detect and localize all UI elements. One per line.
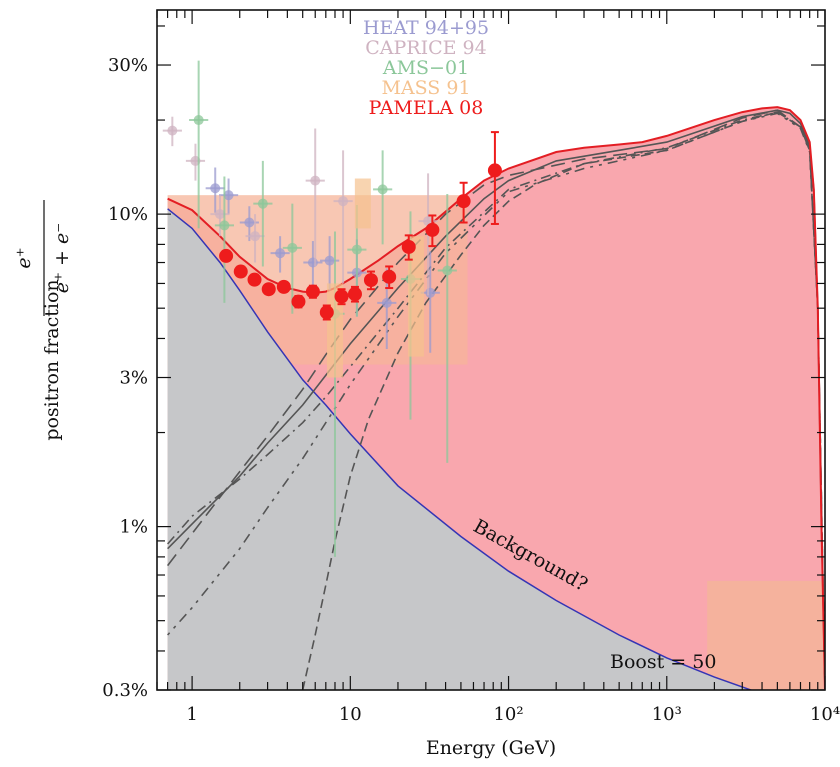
data-point bbox=[219, 248, 234, 263]
data-point bbox=[347, 287, 362, 302]
data-point bbox=[287, 242, 298, 253]
data-point bbox=[247, 272, 262, 287]
legend-entry: CAPRICE 94 bbox=[365, 37, 486, 59]
data-point bbox=[310, 175, 321, 186]
data-point bbox=[233, 264, 248, 279]
background-curve bbox=[167, 208, 754, 690]
y-axis-title-denominator: e⁺ + e⁻ bbox=[51, 223, 73, 294]
data-point bbox=[193, 115, 204, 126]
legend-entry: PAMELA 08 bbox=[369, 97, 484, 119]
data-point bbox=[244, 217, 255, 228]
y-axis-title-numerator: e⁺ bbox=[13, 247, 35, 268]
data-point bbox=[382, 269, 397, 284]
data-point bbox=[276, 279, 291, 294]
data-point bbox=[381, 297, 392, 308]
boost-annotation: Boost = 50 bbox=[610, 651, 716, 673]
data-point bbox=[377, 184, 388, 195]
data-point bbox=[351, 244, 362, 255]
x-tick-label: 10⁴ bbox=[810, 704, 840, 725]
data-point bbox=[401, 239, 416, 254]
x-axis-title: Energy (GeV) bbox=[426, 737, 556, 759]
y-axis-title: positron fraction e⁺ e⁺ + e⁻ bbox=[13, 200, 73, 441]
data-point bbox=[319, 305, 334, 320]
data-point bbox=[442, 265, 453, 276]
area-fills bbox=[167, 107, 825, 690]
y-tick-label: 0.3% bbox=[102, 680, 148, 701]
y-tick-label: 30% bbox=[108, 55, 148, 76]
data-point bbox=[324, 255, 335, 266]
plot-frame bbox=[156, 9, 826, 691]
x-tick-label: 10 bbox=[339, 704, 362, 725]
axis-ticks bbox=[156, 10, 826, 691]
data-point bbox=[257, 198, 268, 209]
y-tick-label: 10% bbox=[108, 204, 148, 225]
background-area bbox=[167, 208, 825, 690]
data-point bbox=[425, 287, 436, 298]
data-point bbox=[338, 196, 349, 207]
x-tick-label: 10³ bbox=[652, 704, 682, 725]
series-1 bbox=[162, 116, 438, 296]
data-point bbox=[307, 257, 318, 268]
data-point bbox=[425, 222, 440, 237]
data-point bbox=[334, 289, 349, 304]
data-box bbox=[354, 178, 371, 229]
component-curve-5 bbox=[301, 111, 825, 690]
axis-tick-labels: 1 10 10² 10³ 10⁴ 0.3% 1% 3% 10% 30% bbox=[102, 55, 840, 725]
high-energy-overlap-area bbox=[707, 580, 824, 690]
data-point bbox=[214, 209, 225, 220]
data-point bbox=[167, 125, 178, 136]
y-tick-label: 1% bbox=[119, 517, 148, 538]
y-tick-label: 3% bbox=[119, 368, 148, 389]
series-0 bbox=[205, 167, 440, 353]
data-point bbox=[223, 190, 234, 201]
data-point bbox=[487, 163, 502, 178]
data-points bbox=[162, 60, 502, 557]
data-point bbox=[456, 194, 471, 209]
data-point bbox=[305, 284, 320, 299]
x-tick-label: 10² bbox=[493, 704, 523, 725]
data-point bbox=[275, 248, 286, 259]
data-point bbox=[250, 231, 261, 242]
data-point bbox=[219, 220, 230, 231]
x-tick-label: 1 bbox=[186, 704, 197, 725]
legend-entry: MASS 91 bbox=[381, 77, 470, 99]
series-4 bbox=[219, 131, 502, 321]
data-box bbox=[407, 236, 424, 357]
data-point bbox=[291, 294, 306, 309]
legend-entry: HEAT 94+95 bbox=[363, 17, 489, 39]
legend-entry: AMS−01 bbox=[382, 57, 469, 79]
y-axis-title-text: positron fraction bbox=[41, 279, 63, 440]
data-point bbox=[210, 183, 221, 194]
data-point bbox=[261, 282, 276, 297]
data-point bbox=[363, 273, 378, 288]
